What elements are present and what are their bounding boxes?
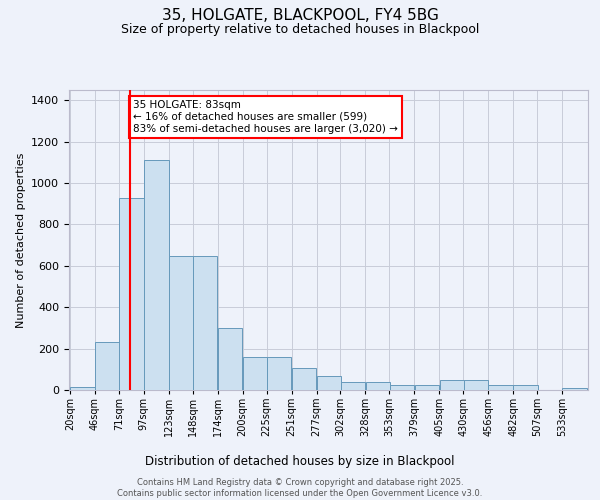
Bar — [193, 256, 217, 390]
Bar — [415, 386, 439, 390]
Bar — [267, 357, 292, 390]
Bar — [70, 387, 95, 390]
Text: 35, HOLGATE, BLACKPOOL, FY4 5BG: 35, HOLGATE, BLACKPOOL, FY4 5BG — [161, 8, 439, 22]
Bar — [562, 388, 587, 390]
Bar — [119, 198, 143, 390]
Bar — [218, 328, 242, 390]
Bar — [440, 380, 464, 390]
Text: Distribution of detached houses by size in Blackpool: Distribution of detached houses by size … — [145, 454, 455, 468]
Text: Size of property relative to detached houses in Blackpool: Size of property relative to detached ho… — [121, 22, 479, 36]
Y-axis label: Number of detached properties: Number of detached properties — [16, 152, 26, 328]
Bar — [514, 386, 538, 390]
Text: 35 HOLGATE: 83sqm
← 16% of detached houses are smaller (599)
83% of semi-detache: 35 HOLGATE: 83sqm ← 16% of detached hous… — [133, 100, 398, 134]
Bar — [341, 382, 365, 390]
Bar — [464, 380, 488, 390]
Bar — [488, 386, 513, 390]
Bar — [317, 376, 341, 390]
Text: Contains HM Land Registry data © Crown copyright and database right 2025.
Contai: Contains HM Land Registry data © Crown c… — [118, 478, 482, 498]
Bar — [144, 160, 169, 390]
Bar — [169, 256, 193, 390]
Bar — [292, 368, 316, 390]
Bar — [243, 357, 268, 390]
Bar — [365, 382, 390, 390]
Bar — [389, 386, 414, 390]
Bar — [95, 342, 119, 390]
